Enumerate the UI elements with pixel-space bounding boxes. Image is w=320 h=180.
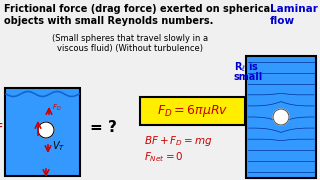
Text: Laminar: Laminar [270,4,318,14]
Text: objects with small Reynolds numbers.: objects with small Reynolds numbers. [4,16,213,26]
Text: $F_{Net} = 0$: $F_{Net} = 0$ [144,150,184,164]
Text: (Small spheres that travel slowly in a: (Small spheres that travel slowly in a [52,34,208,43]
Text: $F_D$: $F_D$ [52,103,61,113]
Text: flow: flow [270,16,295,26]
Text: Frictional force (drag force) exerted on spherical: Frictional force (drag force) exerted on… [4,4,274,14]
Text: viscous fluid) (Without turbulence): viscous fluid) (Without turbulence) [57,44,203,53]
Text: $V_T$: $V_T$ [52,139,65,153]
Circle shape [273,109,289,125]
Text: $F_D = 6\pi\mu Rv$: $F_D = 6\pi\mu Rv$ [157,103,228,119]
Circle shape [38,122,54,138]
Bar [246,56,316,178]
Bar [5,88,80,176]
Text: R$_\ell$ is: R$_\ell$ is [234,60,259,74]
Text: small: small [234,72,263,82]
Text: $BF + F_D = mg$: $BF + F_D = mg$ [144,134,213,148]
Text: BF: BF [0,123,3,132]
Bar [140,97,245,125]
Text: = ?: = ? [90,120,117,136]
